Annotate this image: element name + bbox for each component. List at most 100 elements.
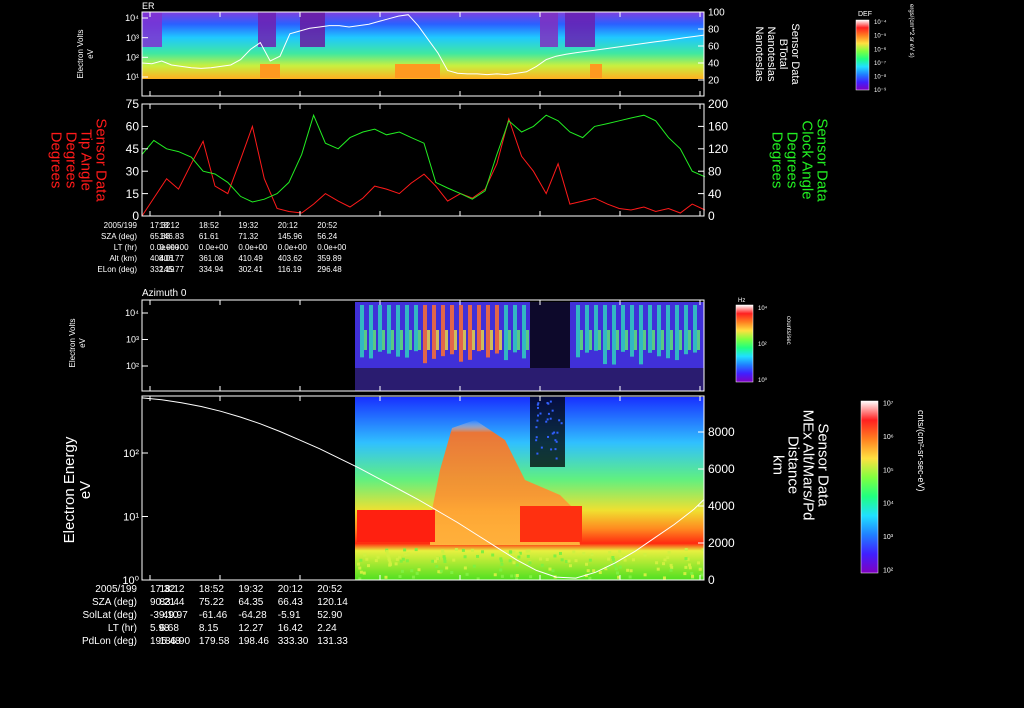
p4-texture-speckle [512, 550, 516, 554]
p4-texture-speckle [546, 418, 549, 421]
p4-texture-speckle [537, 402, 540, 405]
p4-texture-speckle [567, 559, 571, 563]
p4-texture-speckle [618, 550, 622, 554]
p4-low-energy-band-2 [520, 506, 582, 542]
p3-texture-stripe [459, 305, 463, 362]
ephem-cell: 19:32 [238, 221, 259, 230]
axis-title-line: Sensor Data [815, 423, 832, 507]
p3-y-ticks: 10⁴ 10³ 10² [125, 300, 701, 391]
p4-colorbar-ticks: 10⁷ 10⁶ 10⁵ 10⁴ 10³ 10² [883, 400, 894, 574]
p4-texture-speckle [655, 561, 659, 565]
p4-texture-speckle [606, 565, 610, 569]
colorbar-tick-label: 10⁵ [883, 467, 894, 474]
p3-texture-stripe [387, 305, 391, 354]
y-tick-label: 10² [126, 361, 139, 371]
p4-texture-speckle [615, 571, 619, 575]
p4-texture-speckle [697, 561, 701, 565]
p4-texture-speckle [547, 435, 550, 438]
axis-title-line: Sensor Data [93, 118, 110, 202]
p4-texture-speckle [441, 551, 445, 555]
ephem-row-label: SZA (deg) [101, 232, 137, 241]
ephem-cell: 17:32 [150, 584, 175, 595]
p4-texture-speckle [434, 559, 438, 563]
p4-texture-speckle [359, 558, 363, 562]
p4-texture-speckle [374, 559, 378, 563]
p4-texture-speckle [536, 403, 539, 406]
p4-texture-speckle [365, 557, 369, 561]
p4-texture-speckle [560, 558, 564, 562]
p4-texture-speckle [551, 569, 555, 573]
p3-texture-stripe [693, 305, 697, 353]
ephem-row-label: ELon (deg) [97, 265, 137, 274]
p4-texture-speckle [584, 574, 588, 578]
y2-tick-label: 60 [708, 42, 720, 53]
p4-texture-speckle [550, 448, 553, 451]
p3-texture-stripe [400, 330, 403, 350]
p1-y-label: Electron Volts eV [76, 30, 95, 79]
p4-texture-speckle [480, 550, 484, 554]
p4-texture-speckle [463, 555, 467, 559]
p3-texture-stripe [486, 305, 490, 358]
ephem-cell: -61.46 [199, 610, 228, 621]
p4-texture-speckle [437, 570, 441, 574]
ephem-cell: 52.90 [317, 610, 342, 621]
colorbar-tick-label: 10⁻⁹ [874, 87, 887, 94]
axis-title-line: eV [78, 337, 87, 347]
p4-texture-speckle [357, 562, 361, 566]
p4-texture-speckle [686, 557, 690, 561]
p4-dark-gap [530, 397, 565, 467]
ephem-cell: -39.10 [150, 610, 179, 621]
ephem-cell: 0.0e+00 [150, 243, 180, 252]
y-tick-label: 0 [132, 209, 139, 223]
p3-texture-stripe [418, 330, 421, 350]
p4-texture-speckle [472, 564, 476, 568]
p4-texture-speckle [536, 406, 539, 409]
p4-texture-speckle [551, 432, 554, 435]
p4-texture-speckle [572, 550, 576, 554]
p1-texture-block [142, 12, 162, 47]
p4-texture-speckle [518, 551, 522, 555]
p4-texture-speckle [376, 555, 380, 559]
p4-texture-speckle [669, 568, 673, 572]
p4-texture-speckle [406, 552, 410, 556]
p4-texture-speckle [586, 569, 590, 573]
y2-tick-label: 200 [708, 97, 728, 111]
p4-texture-speckle [499, 557, 503, 561]
p4-texture-speckle [525, 549, 529, 553]
colorbar-tick-label: 10² [758, 342, 767, 348]
ephem-row-label: 2005/199 [104, 221, 138, 230]
p4-texture-speckle [387, 558, 391, 562]
p4-texture-speckle [688, 563, 692, 567]
p4-texture-speckle [626, 568, 630, 572]
ephem-cell: 16.42 [278, 623, 303, 634]
p3-texture-stripe [472, 330, 475, 350]
axis-title-line: km [770, 455, 787, 475]
p4-texture-speckle [667, 551, 671, 555]
p4-texture-speckle [663, 558, 667, 562]
ephem-cell: 83.44 [159, 597, 184, 608]
p3-texture-stripe [580, 330, 583, 350]
p4-texture-speckle [558, 551, 562, 555]
ephem-cell: 5.98 [150, 623, 170, 634]
p3-texture-stripe [589, 330, 592, 350]
p3-texture-stripe [621, 305, 625, 352]
y2-tick-label: 6000 [708, 462, 735, 476]
axis-title-line: Sensor Data [814, 118, 831, 202]
p4-texture-speckle [548, 567, 552, 571]
p3-colorbar [735, 304, 754, 383]
ephem-cell: 75.22 [199, 597, 224, 608]
p4-texture-speckle [394, 562, 398, 566]
p3-y-label: Electron Volts eV [68, 319, 87, 368]
axis-title-line: MEx Alt/Mars/Pd [800, 410, 817, 521]
p3-texture-stripe [594, 305, 598, 351]
ephem-cell: 0.0e+00 [317, 243, 347, 252]
ephemeris-table-2: 2005/199 SZA (deg) SolLat (deg) LT (hr) PdLo… [82, 584, 348, 647]
axis-title-line: Degrees [63, 132, 80, 189]
ephem-cell: 20:12 [278, 584, 303, 595]
p3-colorbar-units: counts/sec [785, 316, 791, 345]
p2-y-ticks: 75 60 45 30 15 0 [126, 97, 701, 223]
p4-texture-speckle [363, 553, 367, 557]
